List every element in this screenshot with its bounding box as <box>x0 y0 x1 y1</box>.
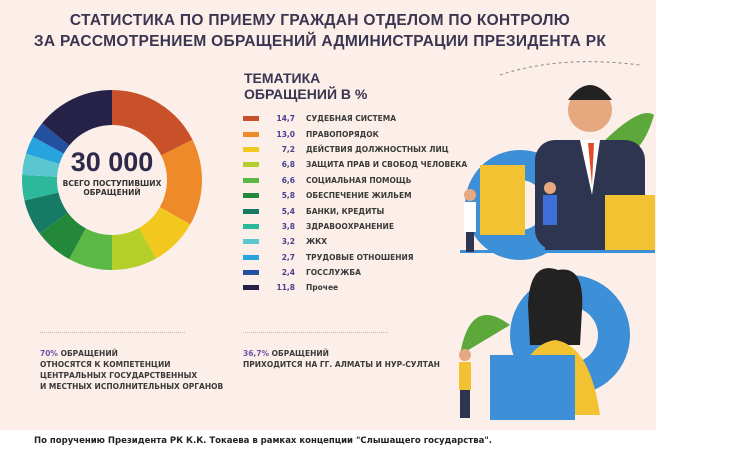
donut-slice <box>112 227 157 270</box>
legend-swatch <box>243 162 259 168</box>
legend-label: ДЕЙСТВИЯ ДОЛЖНОСТНЫХ ЛИЦ <box>306 144 449 154</box>
legend-item: 3,2 ЖКХ <box>243 234 467 249</box>
legend-item: 6,6 СОЦИАЛЬНАЯ ПОМОЩЬ <box>243 173 467 188</box>
donut-slice <box>69 228 112 270</box>
legend-value: 14,7 <box>276 114 295 124</box>
legend-swatch <box>243 177 259 183</box>
legend-swatch <box>243 193 259 199</box>
donut-slice <box>112 90 193 156</box>
total-count: 30 000 <box>70 147 154 177</box>
legend-value: 13,0 <box>276 129 295 139</box>
legend-item: 14,7 СУДЕБНАЯ СИСТЕМА <box>243 111 467 126</box>
legend-label: СУДЕБНАЯ СИСТЕМА <box>306 114 397 124</box>
legend-item: 13,0 ПРАВОПОРЯДОК <box>243 126 467 141</box>
donut-slice <box>39 212 86 260</box>
legend-value: 5,8 <box>281 191 295 201</box>
legend-value: 6,6 <box>281 175 295 185</box>
legend-swatch <box>243 146 259 152</box>
donut-slice <box>22 153 60 177</box>
legend-swatch <box>243 239 259 245</box>
note-text: ОБРАЩЕНИЙ <box>271 349 329 358</box>
legend-label: ГОССЛУЖБА <box>306 268 361 278</box>
legend-value: 2,7 <box>281 252 295 262</box>
legend-title: ТЕМАТИКА ОБРАЩЕНИЙ В % <box>244 70 367 102</box>
note-text: ОТНОСЯТСЯ К КОМПЕТЕНЦИИ <box>40 360 171 369</box>
legend-swatch <box>243 131 259 137</box>
legend-title-line: ТЕМАТИКА <box>244 70 321 86</box>
note-text: ЦЕНТРАЛЬНЫХ ГОСУДАРСТВЕННЫХ <box>40 371 198 380</box>
legend-swatch <box>243 116 259 122</box>
legend-label: Прочее <box>306 283 339 293</box>
legend-value: 5,4 <box>281 206 295 216</box>
legend-swatch <box>243 208 259 214</box>
donut-slice <box>33 123 70 154</box>
divider <box>243 332 388 333</box>
note-highlight: 70% <box>40 349 58 358</box>
legend-label: ЖКХ <box>306 237 328 247</box>
legend-swatch <box>243 223 259 229</box>
legend-swatch <box>243 270 259 276</box>
donut-slice <box>159 139 202 225</box>
title-line: ЗА РАССМОТРЕНИЕМ ОБРАЩЕНИЙ АДМИНИСТРАЦИИ… <box>33 33 607 50</box>
title-line: СТАТИСТИКА ПО ПРИЕМУ ГРАЖДАН ОТДЕЛОМ ПО … <box>69 12 571 29</box>
donut-slice <box>25 136 64 164</box>
legend-item: 5,8 ОБЕСПЕЧЕНИЕ ЖИЛЬЕМ <box>243 188 467 203</box>
legend-value: 6,8 <box>281 160 295 170</box>
legend-label: БАНКИ, КРЕДИТЫ <box>306 206 385 216</box>
legend-item: 2,7 ТРУДОВЫЕ ОТНОШЕНИЯ <box>243 250 467 265</box>
note-highlight: 36,7% <box>243 349 270 358</box>
legend-value: 11,8 <box>276 283 295 293</box>
note-cities: 36,7% ОБРАЩЕНИЙ ПРИХОДИТСЯ НА ГГ. АЛМАТЫ… <box>243 348 440 370</box>
note-competence: 70% ОБРАЩЕНИЙ ОТНОСЯТСЯ К КОМПЕТЕНЦИИ ЦЕ… <box>40 348 223 392</box>
legend-value: 3,8 <box>281 221 295 231</box>
note-text: ПРИХОДИТСЯ НА ГГ. АЛМАТЫ И НУР-СУЛТАН <box>243 360 440 369</box>
legend-label: СОЦИАЛЬНАЯ ПОМОЩЬ <box>306 175 412 185</box>
note-text: ОБРАЩЕНИЙ <box>60 349 118 358</box>
legend-label: ЗДРАВООХРАНЕНИЕ <box>306 221 394 231</box>
donut-slice <box>138 207 191 259</box>
total-label: ВСЕГО ПОСТУПИВШИХ ОБРАЩЕНИЙ <box>62 179 162 197</box>
legend-item: 7,2 ДЕЙСТВИЯ ДОЛЖНОСТНЫХ ЛИЦ <box>243 142 467 157</box>
legend-swatch <box>243 285 259 291</box>
legend-item: 2,4 ГОССЛУЖБА <box>243 265 467 280</box>
legend-item: 5,4 БАНКИ, КРЕДИТЫ <box>243 203 467 218</box>
legend-label: ТРУДОВЫЕ ОТНОШЕНИЯ <box>306 252 414 262</box>
legend-value: 3,2 <box>281 237 295 247</box>
donut-chart <box>22 90 202 270</box>
illustration <box>459 61 655 420</box>
legend: 14,7 СУДЕБНАЯ СИСТЕМА 13,0 ПРАВОПОРЯДОК 7,2 Д… <box>243 111 467 296</box>
note-text: И МЕСТНЫХ ИСПОЛНИТЕЛЬНЫХ ОРГАНОВ <box>40 382 224 391</box>
legend-value: 2,4 <box>281 268 295 278</box>
legend-label: ОБЕСПЕЧЕНИЕ ЖИЛЬЕМ <box>306 191 412 201</box>
divider <box>40 332 185 333</box>
donut-slice <box>24 192 68 234</box>
legend-item: 11,8 Прочее <box>243 280 467 295</box>
legend-value: 7,2 <box>281 144 295 154</box>
caption: По поручению Президента РК К.К. Токаева … <box>10 431 684 451</box>
legend-label: ПРАВОПОРЯДОК <box>306 129 379 139</box>
donut-slice <box>42 90 113 146</box>
infographic: СТАТИСТИКА ПО ПРИЕМУ ГРАЖДАН ОТДЕЛОМ ПО … <box>0 0 656 430</box>
donut-slice <box>22 174 59 201</box>
legend-swatch <box>243 254 259 260</box>
page-title: СТАТИСТИКА ПО ПРИЕМУ ГРАЖДАН ОТДЕЛОМ ПО … <box>20 10 620 52</box>
legend-item: 3,8 ЗДРАВООХРАНЕНИЕ <box>243 219 467 234</box>
legend-item: 6,8 ЗАЩИТА ПРАВ И СВОБОД ЧЕЛОВЕКА <box>243 157 467 172</box>
legend-title-line: ОБРАЩЕНИЙ В % <box>244 86 368 102</box>
legend-label: ЗАЩИТА ПРАВ И СВОБОД ЧЕЛОВЕКА <box>306 160 468 170</box>
